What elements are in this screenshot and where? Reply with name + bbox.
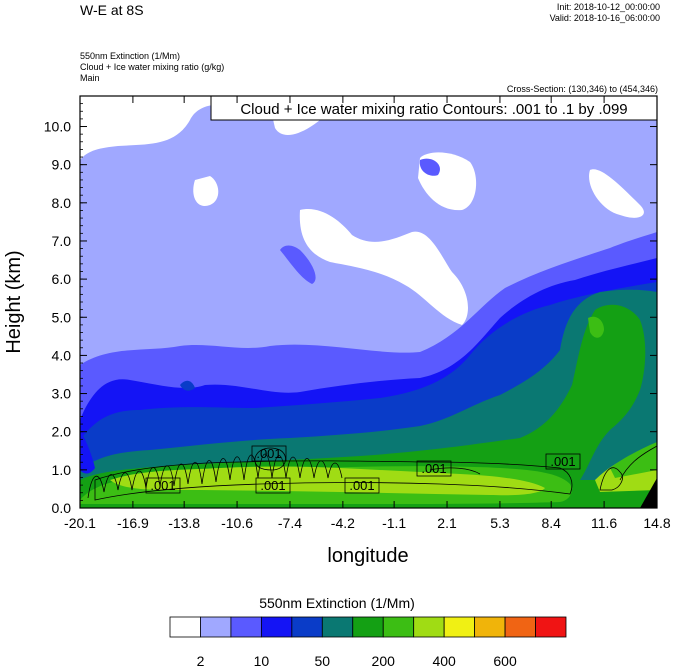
colorbar-label: 200	[372, 653, 396, 667]
y-tick-label: 7.0	[52, 233, 72, 249]
svg-text:.001: .001	[550, 454, 575, 469]
colorbar-label: 2	[197, 653, 205, 667]
y-axis-label: Height (km)	[3, 250, 25, 353]
x-tick-label: -20.1	[64, 515, 96, 531]
y-tick-label: 5.0	[52, 309, 72, 325]
colorbar-swatch	[230, 616, 262, 638]
x-tick-label: -7.4	[278, 515, 302, 531]
contour-lines	[87, 445, 657, 501]
field-patch-blue-left	[80, 430, 95, 474]
variable-label-extinction: 550nm Extinction (1/Mm)	[80, 51, 181, 61]
colorbar-swatch	[382, 616, 415, 638]
colorbar-label: 10	[254, 653, 270, 667]
contour-line	[94, 460, 573, 501]
x-tick-label: 2.1	[437, 515, 457, 531]
colorbar-swatch	[352, 616, 384, 638]
x-axis-label: longitude	[327, 545, 408, 567]
svg-text:.001: .001	[349, 478, 374, 493]
contour-line	[599, 467, 623, 491]
contour-label: .001	[145, 477, 181, 494]
x-tick-label: -16.9	[117, 515, 149, 531]
y-tick-label: 0.0	[52, 500, 72, 516]
contour-label: .001	[416, 460, 452, 477]
colorbar-swatch	[474, 616, 506, 638]
axes: -20.1 -16.9 -13.8 -10.6 -7.4 -4.2 -1.1 2.1 5.3 8.…	[44, 95, 671, 531]
contour-labels: .001 .001 .001 .001 .001 .001	[145, 445, 581, 494]
svg-text:.001: .001	[150, 478, 175, 493]
y-tick-label: 10.0	[44, 119, 71, 135]
field-band-white-patch-4	[589, 169, 644, 218]
y-tick-label: 9.0	[52, 157, 72, 173]
field-patch-green-right	[610, 442, 657, 478]
colorbar-label: 600	[493, 653, 517, 667]
x-tick-label: -4.2	[331, 515, 355, 531]
field-patch-blue-notch	[180, 380, 195, 391]
colorbar-swatch	[413, 616, 445, 638]
contour-line	[619, 445, 657, 481]
contour-label: .001	[344, 477, 380, 494]
y-tick-label: 8.0	[52, 195, 72, 211]
colorbar-title: 550nm Extinction (1/Mm)	[259, 595, 415, 611]
field-band-white-patch-1	[193, 176, 219, 206]
field-patch-medium-blue-2	[419, 158, 440, 176]
field-patch-green-light	[588, 316, 604, 338]
x-tick-label: -1.1	[382, 515, 406, 531]
contour-line	[254, 447, 286, 471]
x-tick-label: -10.6	[221, 515, 253, 531]
svg-text:.001: .001	[260, 478, 285, 493]
y-tick-label: 1.0	[52, 462, 72, 478]
x-tick-label: 8.4	[541, 515, 561, 531]
colorbar-label: 400	[432, 653, 456, 667]
field-band-green	[80, 304, 657, 508]
svg-text:.001: .001	[421, 461, 446, 476]
colorbar-swatch	[260, 616, 293, 638]
contour-label: .001	[251, 445, 287, 462]
field-patch-medium-blue-1	[280, 245, 316, 284]
svg-text:.001: .001	[256, 446, 281, 461]
extinction-field	[80, 96, 657, 508]
contour-line	[429, 467, 481, 475]
contour-line	[87, 453, 343, 499]
x-tick-label: 5.3	[490, 515, 510, 531]
variable-label-main: Main	[80, 73, 100, 83]
field-band-yellow-green	[110, 466, 545, 496]
colorbar-swatch	[443, 616, 476, 638]
y-tick-label: 4.0	[52, 347, 72, 363]
x-tick-label: -13.8	[168, 515, 200, 531]
colorbar-swatch	[291, 616, 323, 638]
init-time: Init: 2018-10-12_00:00:00	[556, 2, 660, 12]
colorbar-label: 50	[315, 653, 331, 667]
contour-note: Cloud + Ice water mixing ratio Contours:…	[240, 101, 627, 118]
variable-label-cloud-ice: Cloud + Ice water mixing ratio (g/kg)	[80, 62, 225, 72]
colorbar-swatch	[169, 616, 201, 638]
contour-note-box: Cloud + Ice water mixing ratio Contours:…	[210, 95, 658, 121]
cross-section-label: Cross-Section: (130,346) to (454,346)	[506, 84, 658, 94]
x-tick-label: 11.6	[591, 515, 617, 531]
contour-label: .001	[545, 453, 581, 470]
y-tick-label: 3.0	[52, 386, 72, 402]
colorbar-swatch	[321, 616, 354, 638]
contour-label: .001	[255, 477, 291, 494]
colorbar-swatch	[535, 616, 567, 638]
x-tick-label: 14.8	[643, 515, 670, 531]
valid-time: Valid: 2018-10-16_06:00:00	[549, 13, 660, 23]
y-tick-label: 6.0	[52, 271, 72, 287]
colorbar: 2 10 50 200 400 600	[169, 616, 567, 667]
y-tick-label: 2.0	[52, 424, 72, 440]
field-band-white-patch-3	[299, 209, 468, 325]
colorbar-swatch	[504, 616, 536, 638]
field-patch-dark-corner	[640, 478, 657, 508]
colorbar-swatch	[200, 616, 232, 638]
plot-title: W-E at 8S	[80, 2, 144, 18]
